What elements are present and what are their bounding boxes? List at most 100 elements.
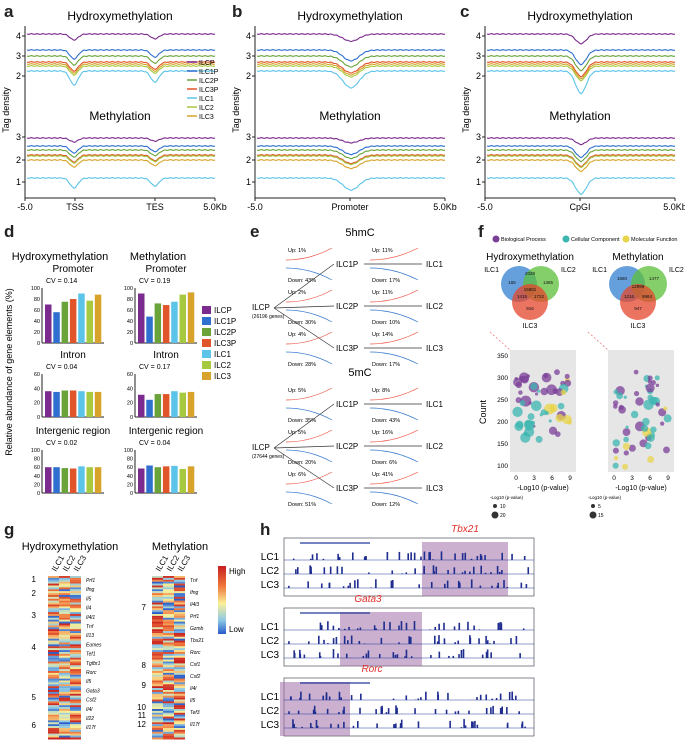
heatmap-cell [70,593,81,596]
heatmap-cell [163,653,174,656]
signal-peak [375,709,377,714]
hmc-line-ILC1P [486,49,676,66]
cv-label: CV = 0.14 [46,278,77,285]
heatmap-cell [163,726,174,729]
heatmap-cell [174,646,185,649]
signal-peak [454,553,456,560]
signal-peak [418,584,420,588]
venn-set-label: ILC1 [484,267,499,274]
heatmap-cell [174,686,185,689]
heatmap-cell [48,697,59,700]
heatmap-cell [59,593,70,596]
progenitor-node: ILC1P [336,260,358,269]
signal-peak [326,708,329,714]
heatmap-cell [70,581,81,584]
x-tick-label: Promoter [331,202,368,212]
signal-peak [409,637,412,644]
bar-ILC1 [78,293,85,343]
bubble [633,369,639,375]
heatmap-cell [174,625,185,628]
mc-line-ILC1P [256,145,446,156]
heatmap-cell [174,707,185,710]
heatmap-cell [70,665,81,668]
signal-peak [420,697,422,700]
heatmap-cell [152,714,163,717]
heatmap-cell [59,596,70,599]
x-tick-label: 0 [514,475,518,482]
heatmap-cell [70,636,81,639]
heatmap-cell [174,598,185,601]
heatmap-cell [163,714,174,717]
bar-ILC2 [179,294,186,343]
heatmap-cell [59,724,70,727]
heatmap-cell [152,634,163,637]
tick-label: 3 [246,132,251,142]
heatmap-cell [152,661,163,664]
tick-label: 100 [124,286,133,292]
signal-peak [405,572,408,574]
signal-peak [503,579,505,588]
heatmap-cell [48,709,59,711]
heatmap-cell [70,707,81,710]
heatmap-cell [59,617,70,620]
venn-count: 1477 [649,276,660,281]
heatmap-cell [163,661,174,664]
progenitor-node: ILC2P [336,442,358,451]
hmc-line-ILC3 [26,63,216,74]
signal-peak [347,585,350,588]
heatmap-cell [174,720,185,723]
signal-peak [311,554,314,560]
signal-peak [297,710,300,714]
heatmap-cell [70,615,81,618]
signal-peak [308,641,310,644]
heatmap-cell [174,642,185,645]
signal-peak [432,565,435,574]
heatmap-cell [163,665,174,668]
mc-line-ILC2P [256,149,446,160]
signal-peak [370,587,372,588]
signal-peak [375,579,377,588]
mature-node: ILC3 [426,484,443,493]
heatmap-cell [163,691,174,694]
heatmap-cell [163,657,174,660]
heatmap-cell [152,600,163,603]
progenitor-node: ILC2P [336,302,358,311]
heatmap-cell [70,625,81,628]
tick-label: 20 [34,401,40,407]
heatmap-cell [163,576,174,578]
bubble [531,400,542,412]
signal-peak [440,551,443,560]
heatmap-cell [163,674,174,677]
heatmap-cell [48,581,59,584]
legend-swatch-ILC3 [202,372,211,380]
signal-peak [378,653,381,658]
up-arrow [369,429,419,443]
heatmap-cell [174,726,185,729]
heatmap-cell [174,615,185,618]
gene-label: Ifng [190,590,199,596]
panel-h-genome-tracks: Tbx21 ILC1 ILC2 ILC3 Gata3 ILC1 ILC2 ILC3 Rorc IL… [260,524,535,737]
heatmap-cell [152,596,163,599]
heatmap-cell [163,724,174,727]
heatmap-cell [59,646,70,649]
heatmap-cell [163,693,174,696]
density-profile-panels: Hydroxymethylation Methylation Tag density… [1,9,685,212]
signal-peak [288,641,290,644]
heatmap-cell [48,659,59,662]
heatmap-cell [48,728,59,730]
scale-low-label: Low [229,625,244,634]
venn-count: 9984 [642,294,653,299]
up-arrow [285,471,333,485]
gene-label: Il4l1 [86,615,95,621]
heatmap-cell [152,589,163,592]
heatmap-cell [70,672,81,675]
signal-peak [400,621,403,630]
heatmap-cell [152,710,163,713]
heatmap-cell [152,669,163,672]
bubble [655,383,660,388]
heatmap-cell [152,625,163,628]
section-title: 5hmC [345,227,374,239]
signal-peak [400,719,403,728]
bubble [612,447,619,454]
heatmap-cell [59,737,70,740]
